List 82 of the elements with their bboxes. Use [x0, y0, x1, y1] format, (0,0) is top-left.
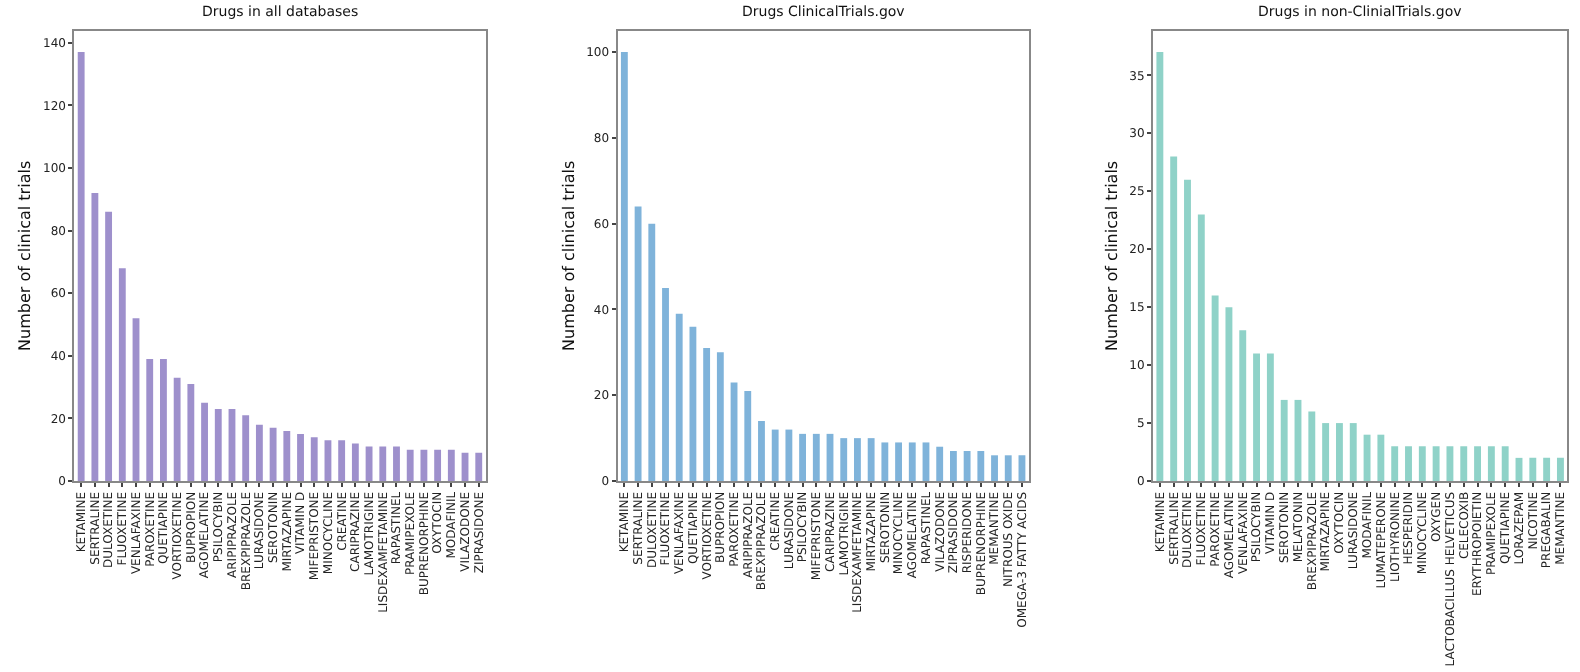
bar [936, 446, 944, 482]
bar [91, 193, 99, 482]
bar [840, 438, 848, 482]
bar [771, 429, 779, 482]
bar [1446, 446, 1454, 482]
bar [1529, 457, 1537, 482]
bar [662, 288, 669, 482]
bar [105, 211, 113, 482]
bar [447, 449, 455, 482]
bar [1253, 353, 1260, 482]
bar [634, 206, 642, 482]
bar [1170, 156, 1178, 482]
bar [675, 313, 683, 482]
bar [365, 446, 373, 482]
bar [1377, 434, 1385, 482]
bar [620, 52, 628, 482]
bar [1322, 423, 1330, 482]
bar [1211, 295, 1219, 482]
bar [1156, 52, 1164, 482]
bar [160, 358, 167, 482]
bar [255, 424, 263, 482]
bar [1280, 399, 1288, 482]
bar [146, 358, 154, 482]
bar [77, 52, 85, 482]
bar [297, 434, 304, 482]
bar [1335, 423, 1343, 482]
bar [1184, 179, 1191, 482]
bar [895, 442, 902, 482]
bar [214, 409, 222, 482]
y-axis-title: Number of clinical trials [559, 160, 578, 351]
bar [1308, 411, 1316, 482]
bar [187, 383, 195, 482]
bar [1197, 214, 1205, 482]
bar [908, 442, 916, 482]
bar [118, 268, 126, 482]
bar [744, 390, 752, 482]
bar [1487, 446, 1495, 482]
bar [949, 451, 957, 482]
bar [648, 223, 656, 482]
bar [1391, 446, 1399, 482]
bar [201, 402, 208, 482]
bar [406, 449, 414, 482]
bar [881, 442, 889, 482]
bar [977, 451, 985, 482]
bar [1349, 423, 1357, 482]
bar [338, 440, 346, 482]
bar [420, 449, 428, 482]
bar [1004, 455, 1012, 482]
bar [867, 438, 875, 482]
bar [173, 377, 181, 482]
bar [379, 446, 387, 482]
bar [785, 429, 793, 482]
bar [283, 430, 291, 482]
bar [1501, 446, 1509, 482]
bar [758, 421, 765, 482]
bar [963, 451, 971, 482]
bar [1418, 446, 1426, 482]
y-axis-title: Number of clinical trials [1102, 160, 1121, 351]
bar [1266, 353, 1274, 482]
bar [716, 352, 724, 482]
bar [393, 446, 400, 482]
bar [1460, 446, 1468, 482]
bar [812, 433, 820, 482]
bar [854, 438, 861, 482]
bar [1543, 457, 1551, 482]
bar [475, 452, 483, 482]
bar [1405, 446, 1412, 482]
bar [1363, 434, 1371, 482]
bar [1432, 446, 1440, 482]
bar [310, 437, 318, 482]
bar [703, 348, 711, 482]
bar [1239, 330, 1247, 482]
bar [434, 449, 442, 482]
bar [351, 443, 359, 482]
bar [242, 415, 250, 482]
bar [799, 433, 807, 482]
bar [269, 427, 277, 482]
bar [1556, 457, 1564, 482]
bar [991, 455, 998, 482]
bar [1225, 307, 1233, 482]
y-axis-title: Number of clinical trials [16, 160, 35, 351]
bar [1474, 446, 1482, 482]
